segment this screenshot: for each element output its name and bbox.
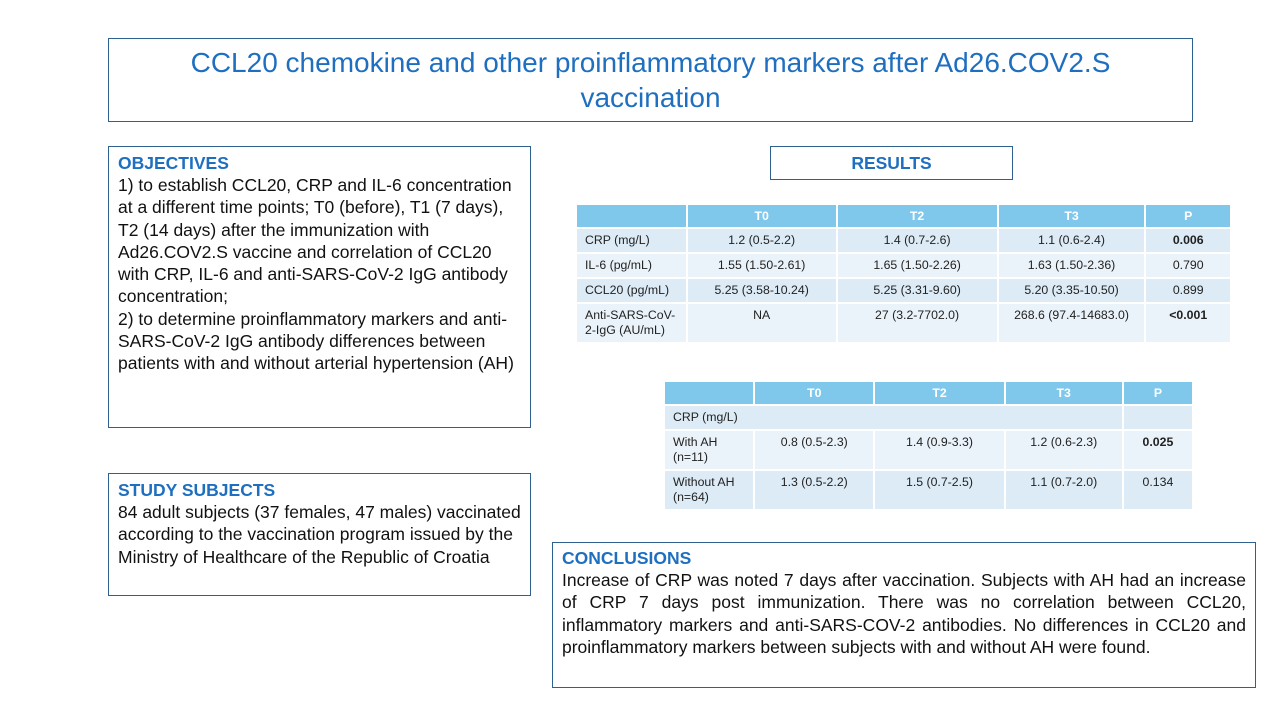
- table-header-cell: T3: [1005, 382, 1122, 404]
- study-subjects-heading: STUDY SUBJECTS: [118, 480, 276, 500]
- conclusions-box: CONCLUSIONS Increase of CRP was noted 7 …: [552, 542, 1256, 688]
- row-label: With AH (n=11): [665, 431, 754, 469]
- row-label: IL-6 (pg/mL): [577, 254, 686, 277]
- table-header-cell: T2: [837, 205, 997, 227]
- table-cell: 1.4 (0.7-2.6): [837, 229, 997, 252]
- table-cell: 0.8 (0.5-2.3): [755, 431, 874, 469]
- table-row: Anti-SARS-CoV-2-IgG (AU/mL) NA 27 (3.2-7…: [577, 304, 1230, 342]
- table-cell: 1.2 (0.6-2.3): [1005, 431, 1122, 469]
- table-header-cell: T0: [755, 382, 874, 404]
- table-cell: [1123, 406, 1192, 429]
- table-header-row: T0 T2 T3 P: [665, 382, 1192, 404]
- section-label: CRP (mg/L): [665, 406, 1122, 429]
- table-section-row: CRP (mg/L): [665, 406, 1192, 429]
- page-title: CCL20 chemokine and other proinflammator…: [190, 47, 1111, 113]
- ah-comparison-table: T0 T2 T3 P CRP (mg/L) With AH (n=11) 0.8…: [663, 380, 1194, 511]
- table-cell: 5.25 (3.31-9.60): [837, 279, 997, 302]
- p-value: 0.025: [1123, 431, 1192, 469]
- p-value: 0.006: [1146, 229, 1230, 252]
- table-cell: 1.3 (0.5-2.2): [755, 471, 874, 509]
- p-value: 0.134: [1123, 471, 1192, 509]
- objectives-box: OBJECTIVES 1) to establish CCL20, CRP an…: [108, 146, 531, 428]
- table-header-row: T0 T2 T3 P: [577, 205, 1230, 227]
- table-row: CRP (mg/L) 1.2 (0.5-2.2) 1.4 (0.7-2.6) 1…: [577, 229, 1230, 252]
- table-cell: 5.25 (3.58-10.24): [687, 279, 836, 302]
- table-row: IL-6 (pg/mL) 1.55 (1.50-2.61) 1.65 (1.50…: [577, 254, 1230, 277]
- p-value: 0.790: [1146, 254, 1230, 277]
- table-cell: 1.2 (0.5-2.2): [687, 229, 836, 252]
- table-row: Without AH (n=64) 1.3 (0.5-2.2) 1.5 (0.7…: [665, 471, 1192, 509]
- results-heading: RESULTS: [851, 153, 932, 173]
- table-cell: NA: [687, 304, 836, 342]
- table-cell: 1.63 (1.50-2.36): [998, 254, 1145, 277]
- table-cell: 268.6 (97.4-14683.0): [998, 304, 1145, 342]
- table-header-cell: [665, 382, 754, 404]
- row-label: CCL20 (pg/mL): [577, 279, 686, 302]
- table-cell: 27 (3.2-7702.0): [837, 304, 997, 342]
- table-cell: 5.20 (3.35-10.50): [998, 279, 1145, 302]
- objectives-heading: OBJECTIVES: [118, 153, 229, 173]
- table-header-cell: T2: [875, 382, 1004, 404]
- table-header-cell: P: [1123, 382, 1192, 404]
- table-cell: 1.1 (0.7-2.0): [1005, 471, 1122, 509]
- conclusions-heading: CONCLUSIONS: [562, 548, 692, 568]
- table-header-cell: T3: [998, 205, 1145, 227]
- conclusions-text: Increase of CRP was noted 7 days after v…: [562, 570, 1246, 657]
- table-cell: 1.5 (0.7-2.5): [875, 471, 1004, 509]
- study-subjects-box: STUDY SUBJECTS 84 adult subjects (37 fem…: [108, 473, 531, 596]
- row-label: Anti-SARS-CoV-2-IgG (AU/mL): [577, 304, 686, 342]
- table-header-cell: T0: [687, 205, 836, 227]
- table-cell: 1.65 (1.50-2.26): [837, 254, 997, 277]
- row-label: CRP (mg/L): [577, 229, 686, 252]
- title-box: CCL20 chemokine and other proinflammator…: [108, 38, 1193, 122]
- table-header-cell: [577, 205, 686, 227]
- table-cell: 1.1 (0.6-2.4): [998, 229, 1145, 252]
- results-box: RESULTS: [770, 146, 1013, 180]
- table-cell: 1.55 (1.50-2.61): [687, 254, 836, 277]
- objectives-text-1: 1) to establish CCL20, CRP and IL-6 conc…: [118, 175, 512, 307]
- p-value: <0.001: [1146, 304, 1230, 342]
- p-value: 0.899: [1146, 279, 1230, 302]
- table-row: With AH (n=11) 0.8 (0.5-2.3) 1.4 (0.9-3.…: [665, 431, 1192, 469]
- table-header-cell: P: [1146, 205, 1230, 227]
- table-row: CCL20 (pg/mL) 5.25 (3.58-10.24) 5.25 (3.…: [577, 279, 1230, 302]
- table-cell: 1.4 (0.9-3.3): [875, 431, 1004, 469]
- objectives-text-2: 2) to determine proinflammatory markers …: [118, 308, 514, 374]
- results-table: T0 T2 T3 P CRP (mg/L) 1.2 (0.5-2.2) 1.4 …: [575, 203, 1232, 344]
- row-label: Without AH (n=64): [665, 471, 754, 509]
- study-subjects-text: 84 adult subjects (37 females, 47 males)…: [118, 502, 521, 567]
